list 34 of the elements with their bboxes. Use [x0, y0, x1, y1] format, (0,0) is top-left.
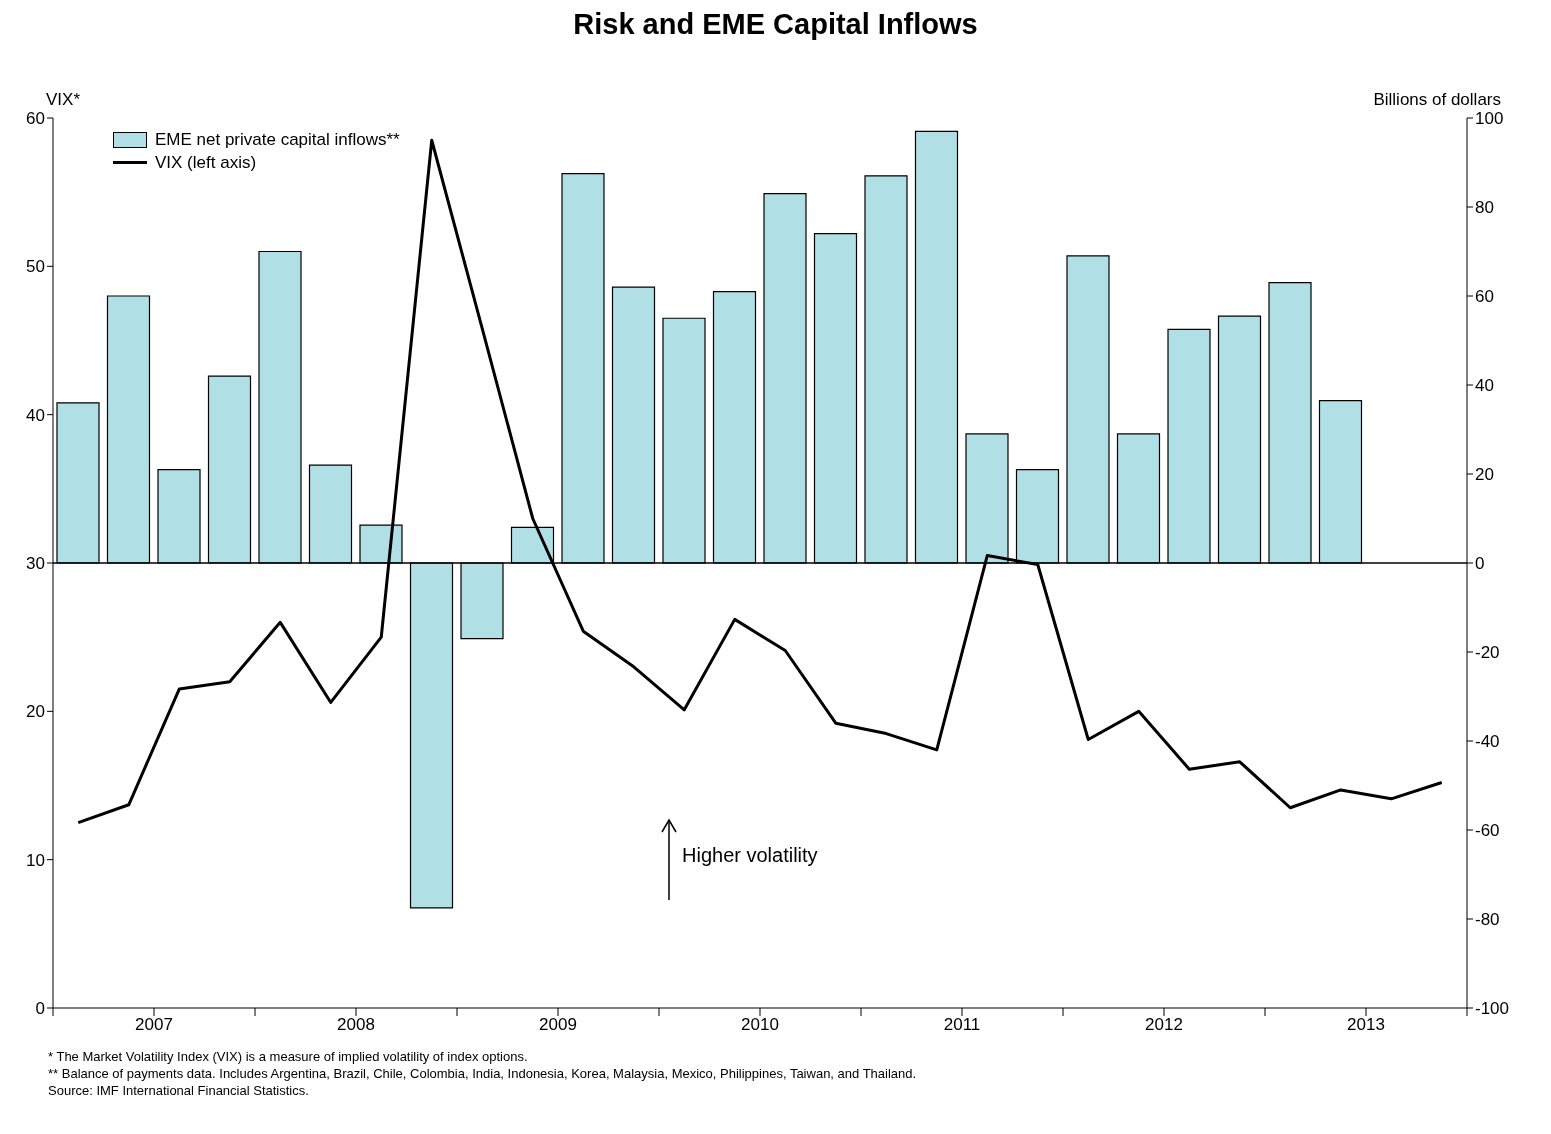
x-tick-label: 2010: [741, 1015, 779, 1035]
y2-tick-label: 60: [1475, 287, 1494, 307]
y2-tick-label: 40: [1475, 376, 1494, 396]
y2-tick-label: -100: [1475, 999, 1510, 1019]
y2-tick-label: -40: [1475, 732, 1500, 752]
y2-tick-label: -20: [1475, 643, 1500, 663]
y2-tick-label: 100: [1475, 109, 1504, 129]
chart-title: Risk and EME Capital Inflows: [572, 8, 979, 42]
text: ** Balance of payments data. Includes Argentina, Brazil, Chile, Colombia, India, Indonesia, Korea, Malaysia, Mexico, Philippines, Taiwan, and Thailand.: [48, 1065, 918, 1082]
x-tick-label: 2007: [135, 1015, 173, 1035]
y2-tick-label: 0: [1475, 554, 1485, 574]
y-tick-label: 20: [26, 702, 45, 722]
y-tick-label: 50: [26, 257, 45, 277]
x-tick-label: 2011: [943, 1015, 981, 1035]
y2-tick-label: 80: [1475, 198, 1494, 218]
y-tick-label: 0: [35, 999, 45, 1019]
y2-tick-label: 20: [1475, 465, 1494, 485]
x-tick-label: 2008: [337, 1015, 375, 1035]
x-tick-label: 2012: [1145, 1015, 1183, 1035]
y-tick-label: 60: [26, 109, 45, 129]
text: * The Market Volatility Index (VIX) is a measure of implied volatility of index options.: [48, 1048, 529, 1065]
legend-label: VIX (left axis): [155, 152, 257, 174]
source-note: Source: IMF International Financial Statistics.: [48, 1082, 310, 1099]
y2-tick-label: -60: [1475, 821, 1500, 841]
y2-axis-title: Billions of dollars: [1373, 90, 1501, 110]
x-tick-label: 2013: [1347, 1015, 1385, 1035]
y-tick-label: 10: [26, 850, 45, 870]
annotation: Higher volatility: [682, 844, 818, 867]
x-tick-label: 2009: [539, 1015, 577, 1035]
y-axis-title: VIX*: [46, 90, 81, 110]
y2-tick-label: -80: [1475, 910, 1500, 930]
y-tick-label: 30: [26, 554, 45, 574]
y-tick-label: 40: [26, 405, 45, 425]
legend-label: EME net private capital inflows**: [155, 129, 400, 151]
